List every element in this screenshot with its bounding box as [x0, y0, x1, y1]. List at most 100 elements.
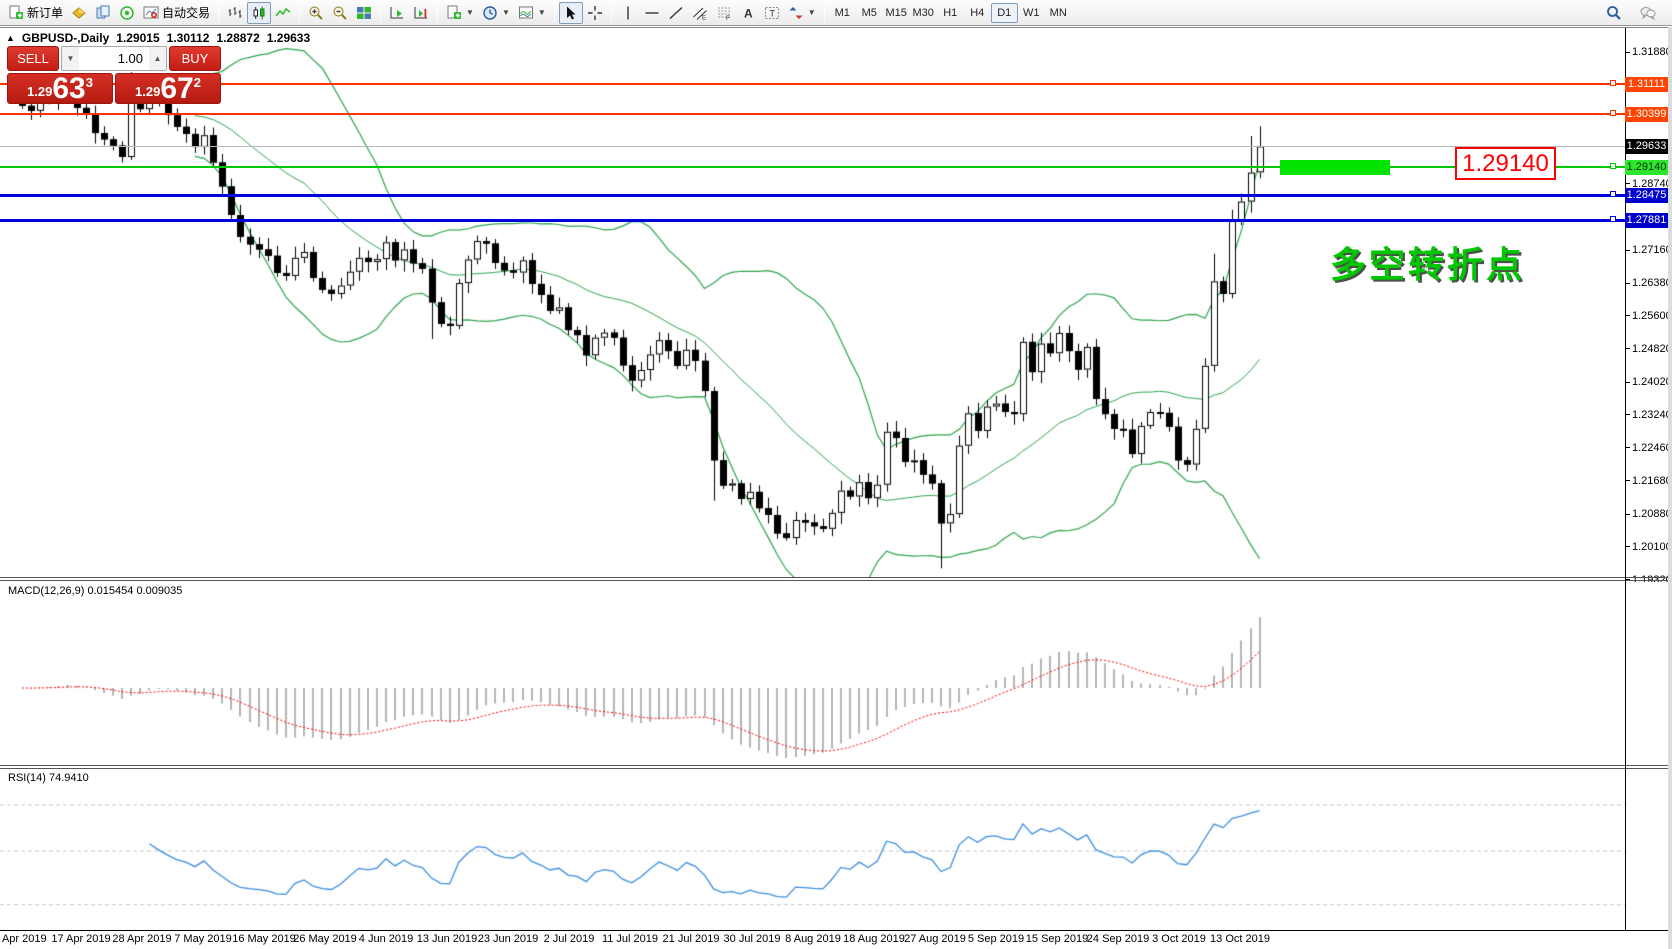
timeframe-m1-button[interactable]: M1 — [834, 6, 850, 19]
timeframe-m15-button[interactable]: M15 — [885, 6, 907, 19]
fibonacci-button[interactable]: F — [712, 2, 736, 24]
ohlc-high: 1.30112 — [166, 31, 210, 45]
bar-chart-button[interactable] — [223, 2, 247, 24]
chevron-down-icon: ▼ — [501, 8, 510, 17]
zoom-out-button[interactable] — [328, 2, 352, 24]
auto-scroll-icon — [389, 5, 405, 21]
zoom-in-button[interactable] — [304, 2, 328, 24]
date-axis-border — [0, 930, 1672, 931]
hline-1.27881[interactable] — [0, 218, 1625, 222]
crosshair-icon — [587, 5, 603, 21]
timeframe-d1-button[interactable]: D1 — [990, 2, 1018, 23]
hline-1.28475[interactable] — [0, 193, 1625, 197]
vertical-line-button[interactable] — [616, 2, 640, 24]
hline-1.29140[interactable] — [0, 166, 1625, 169]
toolbar-border — [0, 27, 1672, 28]
price-annotation-box[interactable]: 1.29140 — [1455, 147, 1556, 180]
panel-separator-1a[interactable] — [0, 577, 1672, 578]
date-label: 30 Jul 2019 — [723, 933, 781, 945]
profiles-icon — [95, 5, 111, 21]
main-chart-canvas[interactable] — [0, 28, 1625, 577]
date-label: 18 Aug 2019 — [843, 933, 905, 945]
tile-windows-button[interactable] — [352, 2, 376, 24]
periods-button[interactable]: ▼ — [478, 2, 514, 24]
toolbar-separator — [299, 3, 301, 22]
timeframe-h4-button[interactable]: H4 — [970, 6, 985, 19]
equidistant-channel-button[interactable]: E — [688, 2, 712, 24]
svg-text:F: F — [726, 15, 730, 21]
signals-button[interactable] — [115, 2, 139, 24]
toolbar-separator — [380, 3, 382, 22]
equidistant-channel-icon: E — [692, 5, 708, 21]
rsi-canvas[interactable] — [0, 769, 1625, 930]
chat-icon[interactable] — [1636, 2, 1660, 24]
collapse-icon[interactable]: ▲ — [6, 33, 15, 43]
crosshair-button[interactable] — [583, 2, 607, 24]
price-tick-1.20100: 1.20100 — [1626, 541, 1672, 553]
volume-up-button[interactable]: ▲ — [149, 47, 166, 70]
green-highlight-rect[interactable] — [1280, 160, 1390, 175]
sell-price-small: 1.29 — [27, 84, 53, 99]
price-tick-1.26380: 1.26380 — [1626, 277, 1672, 289]
hline-1.29633[interactable] — [0, 145, 1625, 147]
turning-point-label[interactable]: 多空转折点 — [1330, 244, 1526, 285]
profiles-button[interactable] — [91, 2, 115, 24]
date-label: 7 May 2019 — [174, 933, 232, 945]
timeframe-w1-button[interactable]: W1 — [1022, 6, 1040, 19]
buy-button[interactable]: BUY — [169, 46, 221, 71]
trendline-button[interactable] — [664, 2, 688, 24]
arrows-button[interactable]: ▼ — [784, 2, 820, 24]
hline-handle[interactable] — [1610, 163, 1616, 170]
trendline-icon — [668, 5, 684, 21]
tile-windows-icon — [356, 5, 372, 21]
date-label: 2 Jul 2019 — [543, 933, 595, 945]
timeframe-m30-button[interactable]: M30 — [912, 6, 934, 19]
hline-handle[interactable] — [1610, 80, 1616, 87]
main-chart-panel — [0, 28, 1672, 577]
hline-1.31111[interactable] — [0, 83, 1625, 86]
hline-handle[interactable] — [1610, 191, 1616, 198]
sell-button[interactable]: SELL — [7, 46, 59, 71]
new-chart-button[interactable]: ▼ — [442, 2, 478, 24]
rsi-label: RSI(14) 74.9410 — [8, 772, 89, 784]
line-chart-icon — [275, 5, 291, 21]
macd-canvas[interactable] — [0, 582, 1625, 764]
market-watch-icon — [71, 5, 87, 21]
volume-down-button[interactable]: ▼ — [62, 47, 79, 70]
market-watch-button[interactable] — [67, 2, 91, 24]
timeframe-h1-button[interactable]: H1 — [943, 6, 958, 19]
chart-shift-button[interactable] — [409, 2, 433, 24]
periods-icon — [482, 5, 498, 21]
timeframe-m5-button[interactable]: M5 — [861, 6, 877, 19]
arrows-icon — [788, 5, 804, 21]
volume-input[interactable] — [79, 47, 149, 70]
line-chart-button[interactable] — [271, 2, 295, 24]
templates-icon — [518, 5, 534, 21]
date-label: 28 Apr 2019 — [112, 933, 172, 945]
text-button[interactable]: A — [736, 2, 760, 24]
panel-separator-2a[interactable] — [0, 765, 1672, 766]
panel-separator-2b[interactable] — [0, 768, 1672, 769]
macd-label: MACD(12,26,9) 0.015454 0.009035 — [8, 585, 183, 597]
date-label: 17 Apr 2019 — [51, 933, 111, 945]
cursor-button[interactable] — [558, 1, 583, 24]
autotrading-button[interactable]: 自动交易 — [139, 2, 214, 24]
panel-separator-1b[interactable] — [0, 580, 1672, 581]
candlestick-chart-button[interactable] — [247, 1, 272, 24]
buy-price[interactable]: 1.29 67 2 — [115, 73, 221, 104]
price-badge-1.31111: 1.31111 — [1625, 76, 1668, 92]
text-label-button[interactable]: T — [760, 2, 784, 24]
ohlc-low: 1.28872 — [216, 31, 260, 45]
sell-price[interactable]: 1.29 63 3 — [7, 73, 113, 104]
hline-handle[interactable] — [1610, 216, 1616, 222]
search-icon[interactable] — [1602, 2, 1626, 24]
hline-handle[interactable] — [1610, 110, 1616, 117]
horizontal-line-button[interactable] — [640, 2, 664, 24]
timeframe-mn-button[interactable]: MN — [1049, 6, 1067, 19]
new-order-button[interactable]: 新订单 — [4, 2, 67, 24]
hline-1.30399[interactable] — [0, 113, 1625, 116]
auto-scroll-button[interactable] — [385, 2, 409, 24]
templates-button[interactable]: ▼ — [514, 2, 550, 24]
window-edge — [1668, 27, 1672, 949]
